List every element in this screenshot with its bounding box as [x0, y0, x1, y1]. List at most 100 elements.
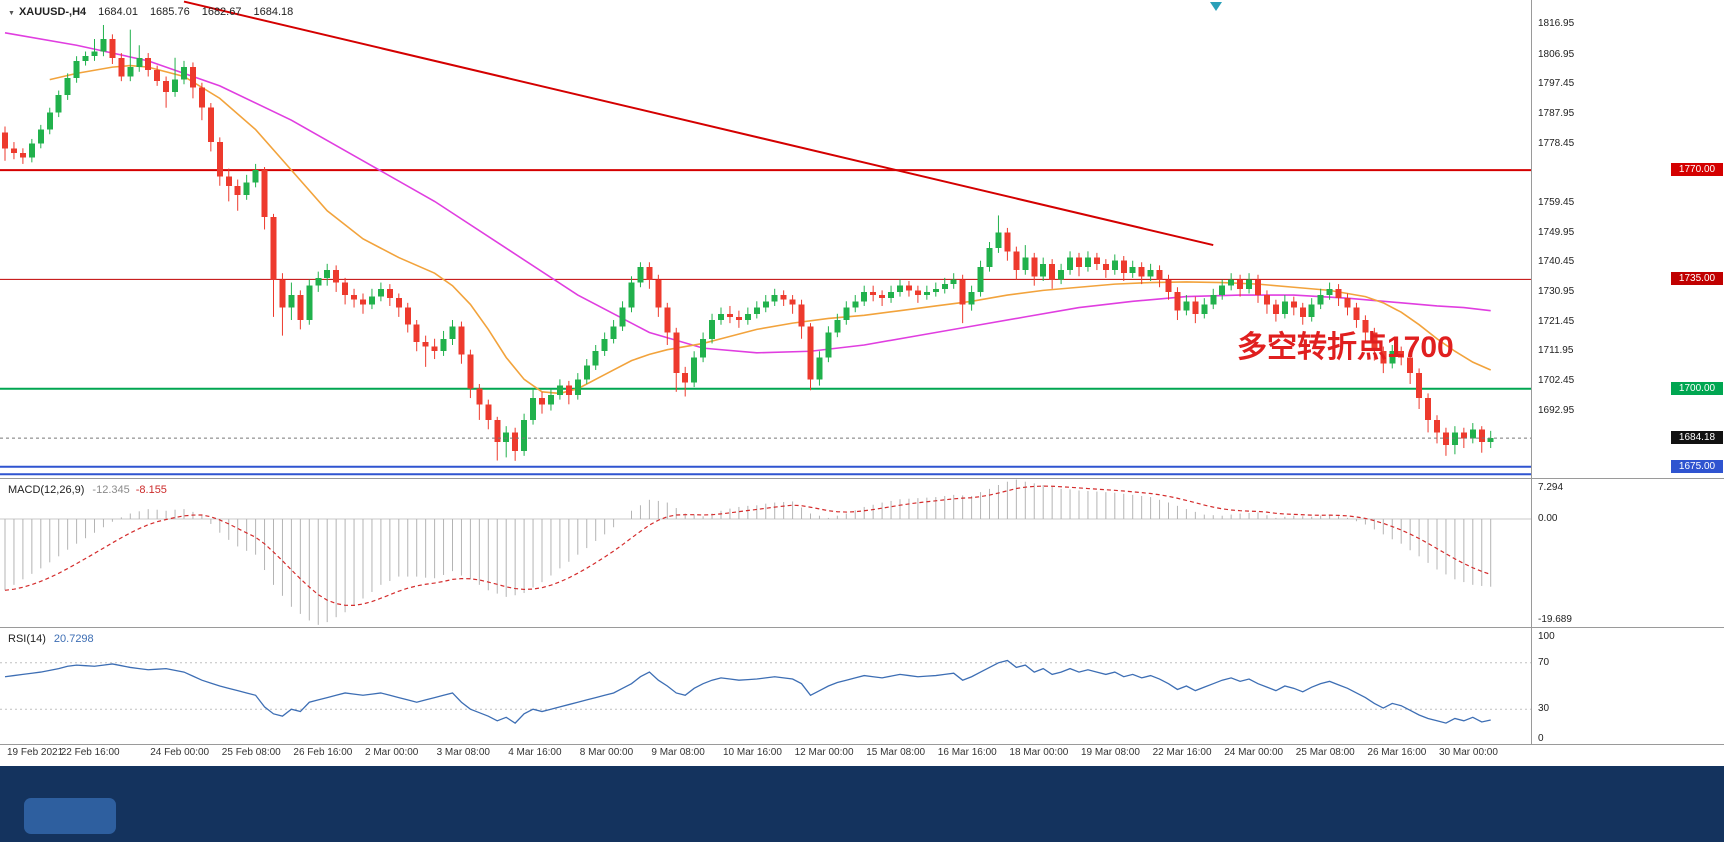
candle — [861, 291, 868, 302]
chart-annotation: 多空转折点1700 — [1237, 331, 1454, 364]
candle — [37, 129, 44, 144]
candle — [547, 394, 554, 405]
candle — [556, 385, 563, 395]
candle — [288, 295, 295, 308]
candle — [1111, 260, 1118, 271]
candle — [1228, 279, 1235, 286]
candle — [1093, 257, 1100, 264]
price-axis-label: 1711.95 — [1538, 345, 1574, 357]
candle — [377, 288, 384, 297]
candle — [968, 291, 975, 305]
descending-trendline[interactable] — [183, 0, 1214, 247]
rsi-axis-label: 100 — [1538, 631, 1555, 642]
candle — [843, 307, 850, 321]
price-axis-label: 1759.45 — [1538, 197, 1575, 209]
footer-button[interactable] — [24, 798, 116, 834]
candle — [252, 170, 259, 183]
candle — [1246, 279, 1253, 289]
candle — [995, 232, 1002, 249]
candle — [458, 326, 465, 355]
candle — [181, 67, 187, 80]
candle — [127, 67, 134, 77]
candle — [1460, 432, 1467, 439]
candle — [1084, 257, 1091, 267]
candle — [664, 307, 671, 333]
time-axis-label: 30 Mar 00:00 — [1439, 747, 1498, 758]
candle — [1335, 288, 1342, 299]
candle — [637, 266, 644, 283]
time-axis-label: 18 Mar 00:00 — [1009, 747, 1069, 758]
candle — [91, 51, 98, 57]
candle — [923, 291, 930, 296]
ohlc-open: 1684.01 — [98, 6, 138, 18]
candle — [198, 87, 205, 108]
candle — [1237, 279, 1244, 289]
candle — [977, 266, 984, 292]
candle — [1353, 307, 1360, 321]
candle — [476, 388, 483, 405]
candle — [485, 404, 492, 420]
price-axis-label: 1797.45 — [1538, 78, 1575, 90]
candle — [780, 295, 787, 300]
time-axis-label: 22 Mar 16:00 — [1152, 747, 1212, 758]
candle — [1416, 373, 1423, 399]
price-pane[interactable] — [0, 0, 1531, 478]
candle — [592, 351, 599, 366]
candle — [1165, 279, 1172, 292]
symbol-timeframe: XAUUSD-,H4 — [18, 6, 87, 18]
price-tag-1675.00: 1675.00 — [1671, 459, 1723, 473]
candle — [897, 285, 903, 292]
candle — [753, 307, 760, 314]
price-tag-1735.00: 1735.00 — [1671, 272, 1723, 286]
macd-name: MACD(12,26,9) — [8, 484, 85, 496]
candle — [1129, 266, 1136, 274]
macd-axis-label: 0.00 — [1538, 513, 1558, 524]
chart-canvas[interactable] — [0, 0, 1724, 765]
price-axis-label: 1740.45 — [1538, 256, 1575, 268]
time-axis-label: 25 Mar 08:00 — [1295, 747, 1355, 758]
rsi-name: RSI(14) — [8, 633, 46, 645]
candle — [82, 56, 89, 61]
candle — [1174, 291, 1181, 311]
candle — [1076, 257, 1082, 267]
candle — [55, 95, 62, 113]
candle — [216, 142, 223, 177]
candle — [172, 79, 179, 93]
time-axis-label: 2 Mar 00:00 — [365, 747, 419, 758]
candle — [807, 326, 814, 380]
candle — [1022, 257, 1029, 271]
price-axis-label: 1721.45 — [1538, 315, 1575, 327]
time-axis-label: 3 Mar 08:00 — [436, 747, 490, 758]
macd-signal-line — [4, 485, 1491, 606]
candle — [583, 365, 590, 380]
candle — [279, 279, 286, 308]
candle — [521, 419, 528, 452]
chart-shift-marker-icon[interactable] — [1210, 2, 1222, 11]
symbol-dropdown-icon[interactable]: ▼ — [8, 10, 15, 17]
candle — [914, 290, 921, 296]
time-axis-label: 8 Mar 00:00 — [579, 747, 634, 758]
candle — [574, 379, 581, 395]
symbol-group: ▼ XAUUSD-,H4 — [8, 6, 86, 18]
candle — [1058, 270, 1065, 280]
rsi-pane[interactable] — [0, 628, 1531, 744]
candle — [950, 279, 957, 285]
candle — [1362, 320, 1369, 333]
candle — [852, 301, 859, 308]
candle — [771, 295, 778, 302]
candle — [10, 148, 17, 153]
candle — [888, 291, 895, 299]
time-axis-label: 4 Mar 16:00 — [508, 747, 562, 758]
time-axis-label: 10 Mar 16:00 — [723, 747, 782, 758]
candle — [744, 313, 751, 321]
macd-pane[interactable] — [0, 479, 1531, 627]
candle — [1049, 263, 1056, 280]
time-axis-label: 16 Mar 16:00 — [937, 747, 997, 758]
candle — [700, 338, 707, 358]
price-axis-label: 1778.45 — [1538, 137, 1575, 149]
candle — [565, 385, 572, 395]
candle — [673, 332, 680, 374]
candle — [19, 152, 26, 158]
candle — [207, 107, 214, 143]
